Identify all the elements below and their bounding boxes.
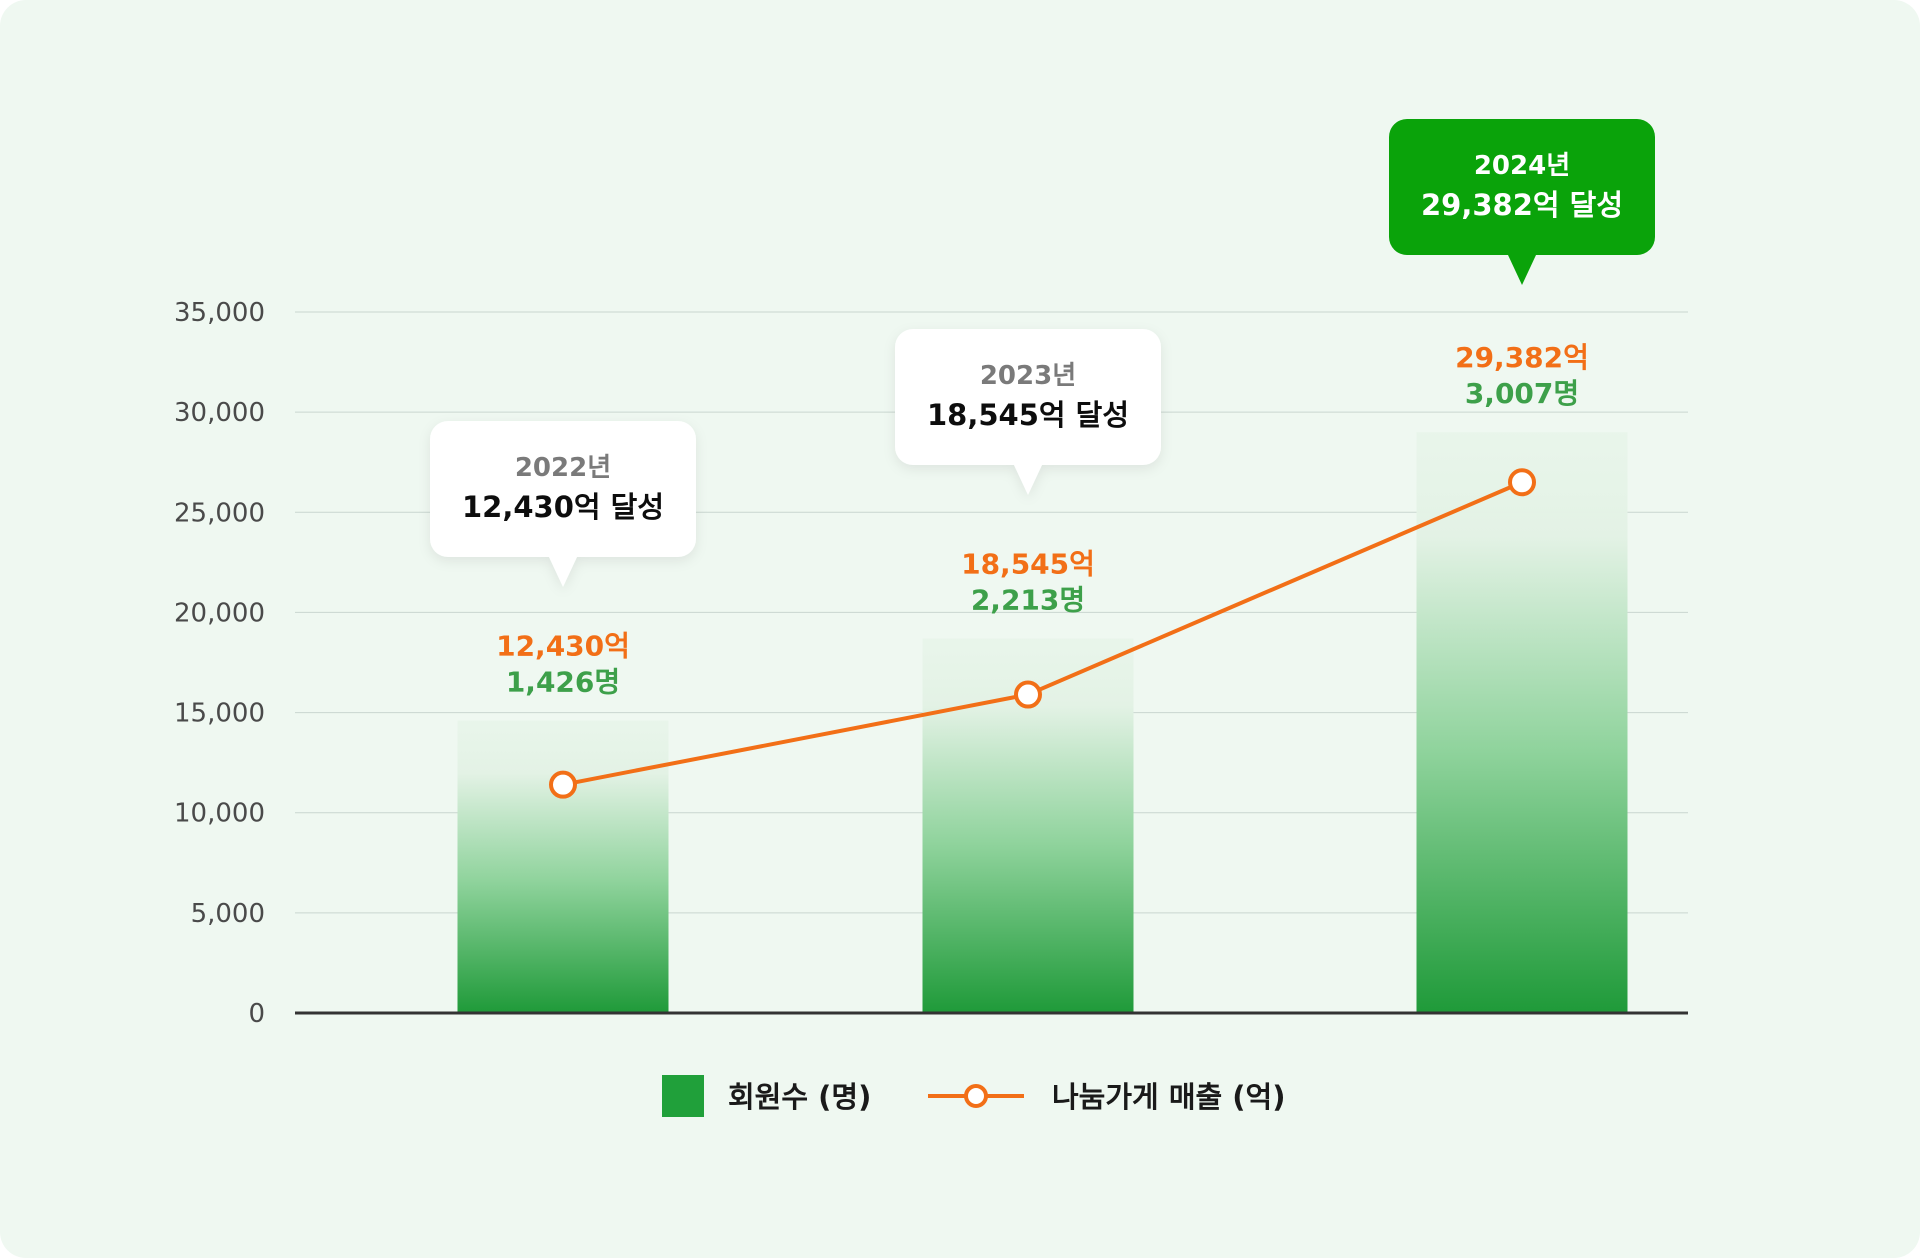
sales-point-2023 bbox=[1014, 680, 1042, 709]
legend-bar-swatch bbox=[662, 1075, 704, 1117]
callout-2024: 2024년 29,382억 달성 bbox=[1389, 119, 1655, 285]
callout-text: 12,430억 달성 bbox=[462, 490, 664, 524]
bar-2022 bbox=[457, 720, 669, 1013]
legend-bar-label: 회원수 (명) bbox=[728, 1080, 871, 1114]
callout-text: 29,382억 달성 bbox=[1421, 188, 1623, 222]
members-value-label: 3,007명 bbox=[1465, 377, 1579, 410]
y-tick-label: 25,000 bbox=[174, 498, 265, 528]
callout-year: 2022년 bbox=[515, 453, 611, 483]
sales-value-label: 29,382억 bbox=[1455, 341, 1589, 374]
sales-value-label: 12,430억 bbox=[496, 630, 630, 663]
members-value-label: 1,426명 bbox=[506, 666, 620, 699]
legend-line-marker bbox=[964, 1084, 988, 1108]
y-tick-label: 20,000 bbox=[174, 598, 265, 628]
callout-2023: 2023년 18,545억 달성 bbox=[895, 329, 1161, 495]
y-tick-label: 10,000 bbox=[174, 799, 265, 829]
callout-year: 2024년 bbox=[1474, 151, 1570, 181]
y-tick-label: 5,000 bbox=[191, 899, 265, 929]
y-tick-label: 30,000 bbox=[174, 398, 265, 428]
y-tick-label: 0 bbox=[248, 999, 265, 1029]
sales-value-label: 18,545억 bbox=[961, 547, 1095, 580]
callout-text: 18,545억 달성 bbox=[927, 398, 1129, 432]
bar-2024 bbox=[1416, 432, 1628, 1014]
callout-2022: 2022년 12,430억 달성 bbox=[430, 421, 696, 587]
callout-year: 2023년 bbox=[980, 361, 1076, 391]
y-tick-label: 15,000 bbox=[174, 699, 265, 729]
sales-point-2024 bbox=[1508, 468, 1536, 497]
legend-line-label: 나눔가게 매출 (억) bbox=[1052, 1080, 1285, 1114]
sales-point-2022 bbox=[549, 770, 577, 799]
y-tick-label: 35,000 bbox=[174, 298, 265, 328]
members-value-label: 2,213명 bbox=[971, 583, 1085, 616]
